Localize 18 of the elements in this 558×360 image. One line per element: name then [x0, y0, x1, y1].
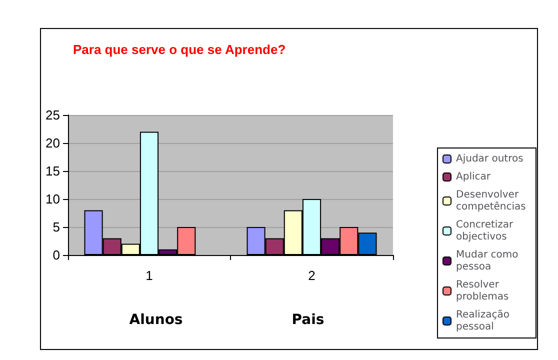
- legend-label: Ajudar outros: [456, 154, 524, 164]
- x-tick-label: 1: [146, 268, 153, 283]
- x-tick-label: 2: [308, 268, 316, 283]
- y-tick-label: 20: [46, 136, 60, 150]
- legend-label: Realização pessoal: [456, 310, 513, 332]
- legend-label: Concretizar objectivos: [456, 220, 516, 242]
- y-tick-label: 5: [52, 220, 60, 234]
- chart-title: Para que serve o que se Aprende?: [73, 42, 286, 57]
- y-tick-label: 10: [46, 192, 60, 206]
- legend-label: Aplicar: [456, 172, 492, 182]
- text: Alunos: [129, 312, 183, 328]
- y-tick-label: 15: [46, 164, 60, 178]
- y-tick-label: 0: [52, 248, 60, 262]
- legend-label: Resolver problemas: [456, 280, 509, 302]
- legend-label: Desenvolver competências: [456, 190, 526, 212]
- y-tick-label: 25: [46, 108, 60, 122]
- text: Pais: [292, 312, 324, 328]
- legend-label: Mudar como pessoa: [456, 250, 522, 272]
